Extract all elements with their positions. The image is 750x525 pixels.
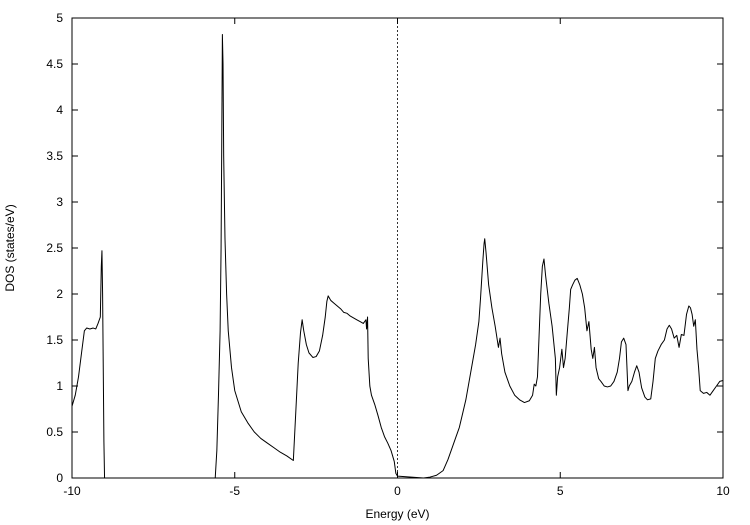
y-axis: 0 0.5 1 1.5 2 2.5 3 3.5 4 4.5 5	[46, 11, 723, 485]
y-tick-label: 0.5	[46, 425, 63, 439]
dos-series-line	[71, 34, 724, 479]
y-tick-label: 1	[56, 379, 63, 393]
y-tick-label: 2	[56, 287, 63, 301]
x-axis-title: Energy (eV)	[365, 507, 429, 521]
y-tick-label: 4.5	[46, 57, 63, 71]
y-tick-label: 1.5	[46, 333, 63, 347]
x-tick-label: 5	[557, 484, 564, 498]
x-axis: -10 -5 0 5 10	[63, 18, 730, 498]
y-tick-label: 3	[56, 195, 63, 209]
x-tick-label: 0	[394, 484, 401, 498]
x-tick-label: -10	[63, 484, 81, 498]
x-tick-label: 10	[716, 484, 730, 498]
x-tick-label: -5	[229, 484, 240, 498]
y-tick-label: 0	[56, 471, 63, 485]
y-axis-title: DOS (states/eV)	[3, 204, 17, 291]
y-tick-label: 3.5	[46, 149, 63, 163]
y-tick-label: 2.5	[46, 241, 63, 255]
y-tick-label: 5	[56, 11, 63, 25]
y-tick-label: 4	[56, 103, 63, 117]
